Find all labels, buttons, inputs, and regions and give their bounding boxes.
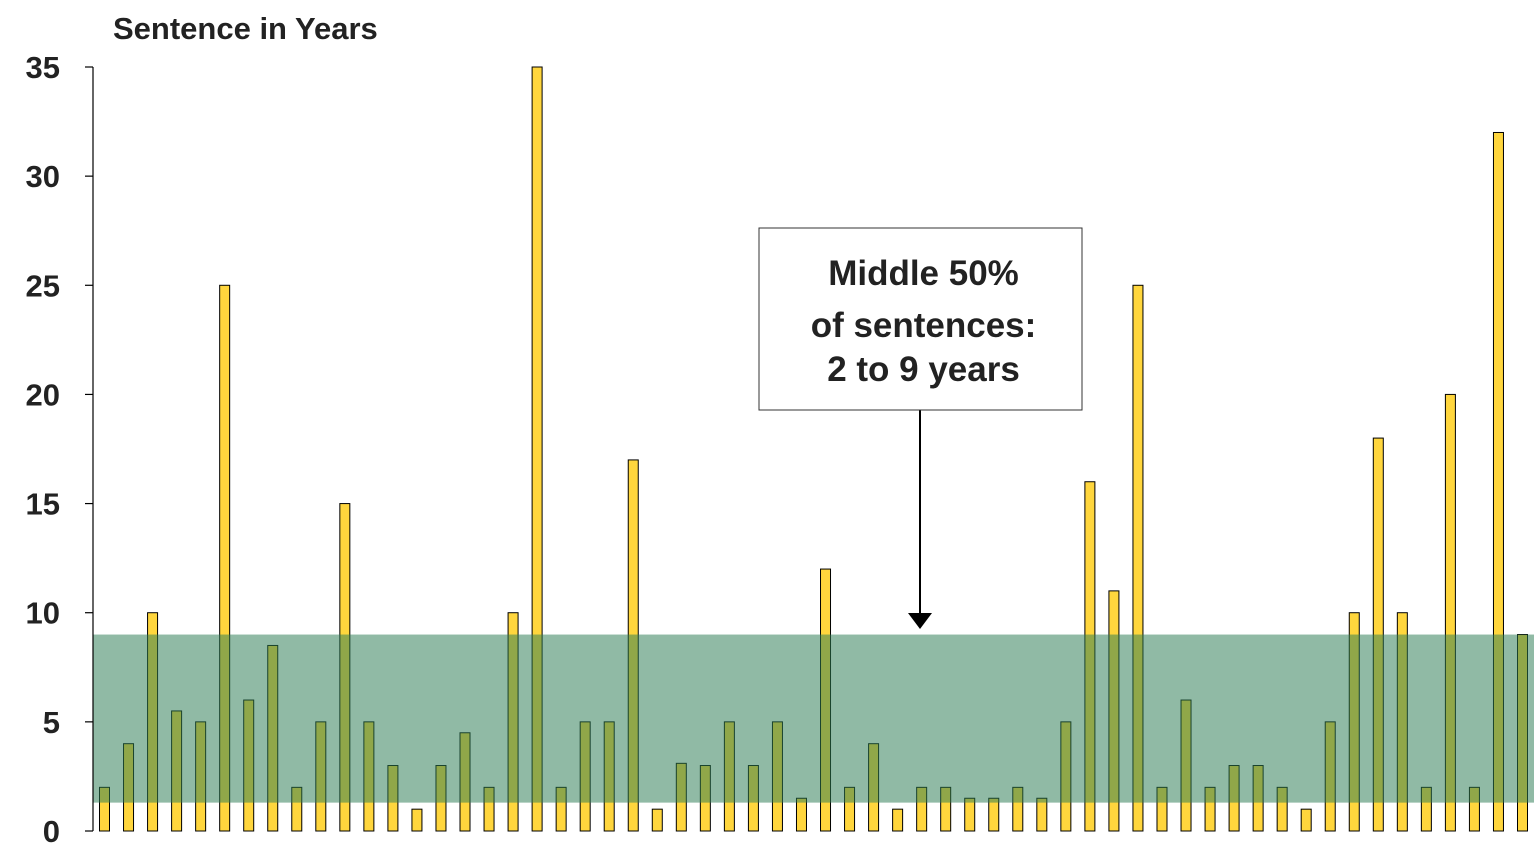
y-tick-label: 35 bbox=[26, 50, 60, 85]
bar bbox=[1444, 393, 1456, 832]
bar bbox=[988, 797, 1000, 832]
bar bbox=[1132, 284, 1144, 832]
bar bbox=[795, 797, 807, 832]
y-tick-label: 10 bbox=[26, 596, 60, 631]
annotation-arrow-head bbox=[908, 613, 932, 629]
annotation-line-2: of sentences: bbox=[811, 306, 1037, 345]
bar bbox=[531, 66, 543, 832]
y-axis-ticks: 0 5 10 15 20 25 30 35 bbox=[26, 50, 93, 845]
y-tick-label: 25 bbox=[26, 268, 60, 303]
y-tick-label: 30 bbox=[26, 159, 60, 194]
bar bbox=[892, 808, 904, 832]
y-tick-label: 15 bbox=[26, 487, 60, 522]
y-tick-label: 5 bbox=[43, 705, 60, 740]
bar bbox=[411, 808, 423, 832]
annotation-box bbox=[758, 227, 1083, 411]
bar bbox=[651, 808, 663, 832]
bar bbox=[1492, 131, 1504, 832]
y-axis-title: Sentence in Years bbox=[113, 11, 378, 46]
middle-50-percent-band bbox=[93, 634, 1534, 803]
bar bbox=[1300, 808, 1312, 832]
y-tick-label: 0 bbox=[43, 814, 60, 845]
bar bbox=[1036, 797, 1048, 832]
annotation-line-3: 2 to 9 years bbox=[827, 350, 1020, 389]
bar bbox=[964, 797, 976, 832]
y-tick-label: 20 bbox=[26, 377, 60, 412]
annotation-line-1: Middle 50% bbox=[828, 254, 1019, 293]
bar bbox=[219, 284, 231, 832]
